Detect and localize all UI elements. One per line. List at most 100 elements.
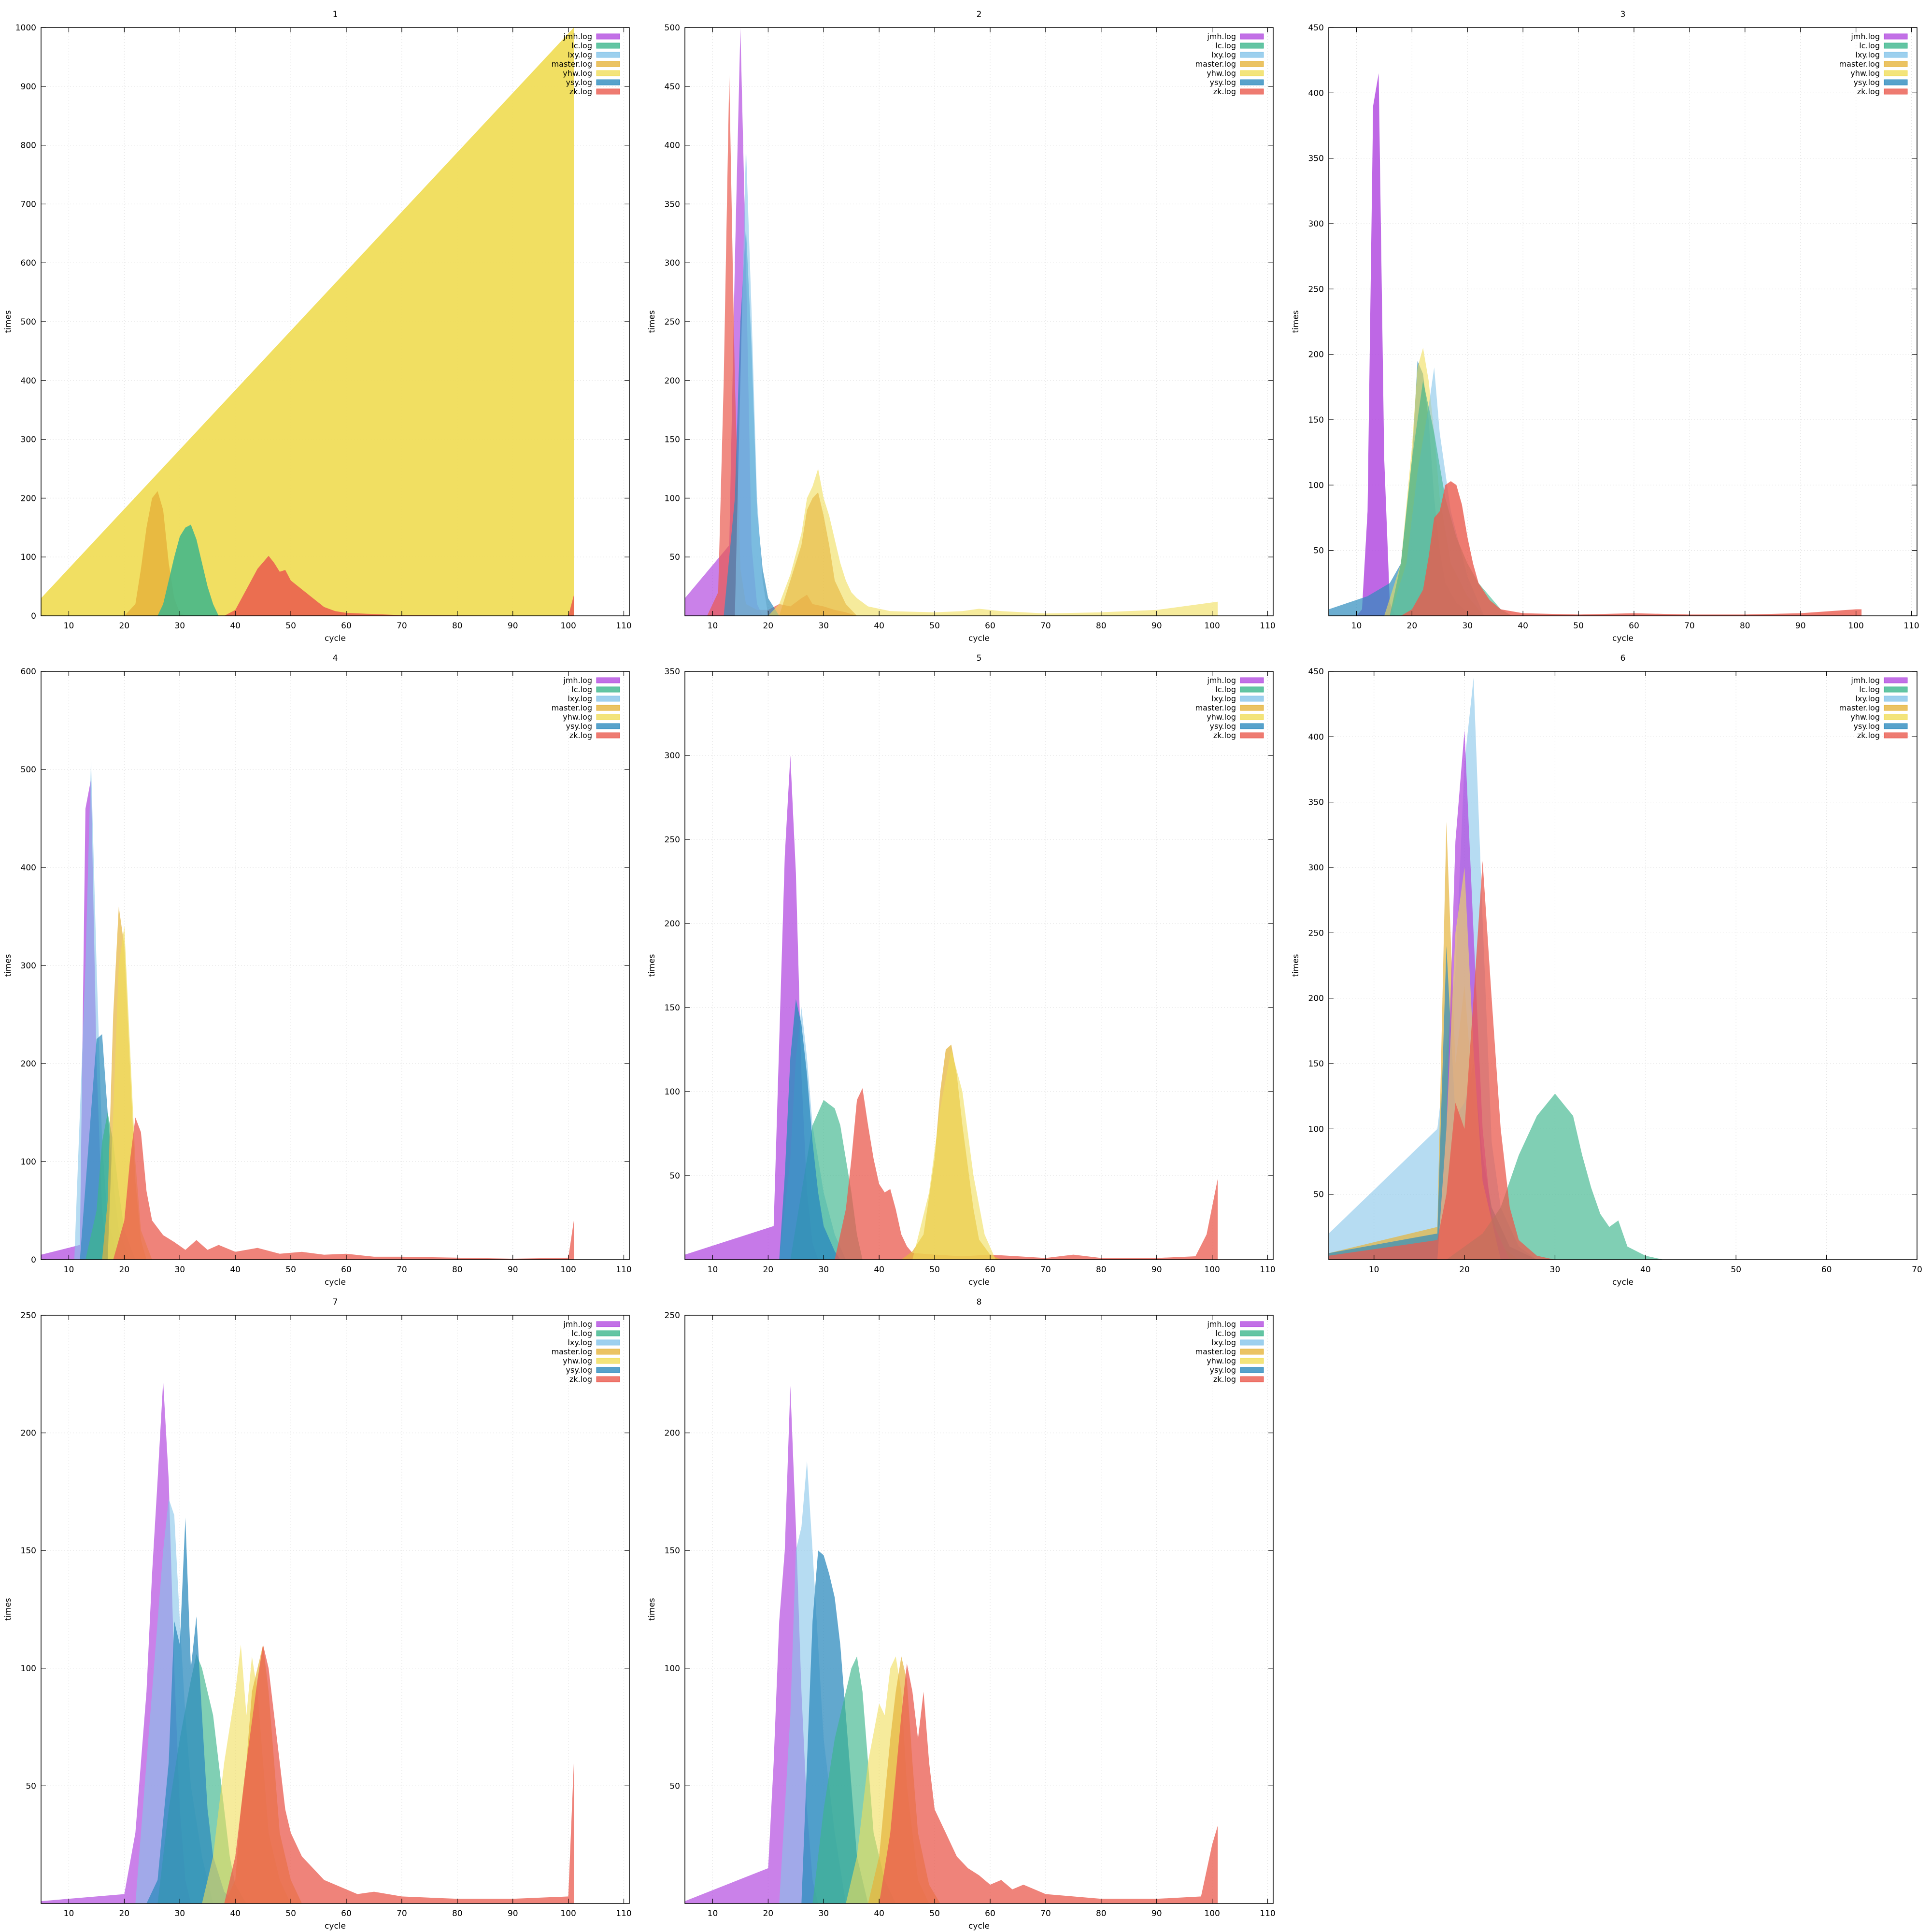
x-tick-label: 110 [1260,621,1275,631]
x-tick-label: 80 [1740,621,1750,631]
legend-label: jmh.log [563,676,592,685]
x-axis-label: cycle [325,1278,346,1287]
x-tick-label: 40 [230,1909,241,1918]
legend-swatch [1240,723,1264,729]
legend-label: lxy.log [568,1338,592,1347]
legend-label: zk.log [1857,87,1880,96]
x-tick-label: 110 [616,1265,631,1275]
x-tick-label: 100 [1848,621,1863,631]
plot-frame [684,27,1274,616]
legend-swatch [596,723,620,729]
legend-label: ysy.log [1210,722,1236,731]
plot-frame [1328,671,1918,1260]
legend-label: lxy.log [1211,1338,1236,1347]
x-tick-label: 10 [1351,621,1362,631]
legend-swatch [596,1358,620,1364]
chart-title: 8 [977,1297,982,1307]
x-tick-label: 90 [1795,621,1806,631]
plot-frame [684,671,1274,1260]
chart-title: 7 [333,1297,338,1307]
y-axis-label: times [647,954,657,977]
legend: jmh.loglc.loglxy.logmaster.logyhw.logysy… [1839,32,1908,96]
series-group [41,28,574,616]
series-zk-area [1401,481,1862,616]
legend-swatch [1240,1358,1264,1364]
legend-label: lxy.log [1211,694,1236,703]
y-tick-label: 400 [665,141,680,151]
chart-panel-8: 10 20 30 40 50 60 70 80 90 100 110 50 100 150 200 250 8 c… [647,1297,1276,1931]
legend-label: ysy.log [566,78,592,87]
plot-frame [684,1315,1274,1904]
x-tick-label: 10 [64,1265,74,1275]
legend-label: jmh.log [1850,32,1880,41]
y-tick-label: 250 [665,835,680,845]
legend-label: ysy.log [1210,78,1236,87]
x-tick-label: 80 [1096,1265,1107,1275]
series-group [685,755,1218,1260]
x-tick-label: 20 [763,1909,774,1918]
legend-label: lxy.log [1211,50,1236,59]
grid [685,671,1273,1260]
chart-title: 4 [333,653,338,663]
legend-label: master.log [552,59,592,69]
series-zk-area [879,1663,1218,1904]
legend-swatch [596,43,620,49]
legend-swatch [1240,677,1264,683]
x-axis-label: cycle [1612,1278,1634,1287]
y-tick-label: 0 [31,611,36,621]
x-tick-label: 30 [818,621,829,631]
series-group [41,759,574,1260]
x-tick-label: 70 [397,621,407,631]
chart-panel-3: 10 20 30 40 50 60 70 80 90 100 110 50 100 150 200 250 30… [1291,10,1919,643]
y-tick-label: 600 [21,667,36,677]
x-tick-label: 100 [560,1265,576,1275]
legend-label: master.log [1195,703,1236,712]
legend-swatch [596,1339,620,1346]
legend-swatch [596,1376,620,1382]
legend-swatch [596,677,620,683]
legend-label: ysy.log [566,722,592,731]
x-tick-label: 10 [708,1909,718,1918]
legend-swatch [1884,714,1908,720]
x-tick-label: 100 [1204,621,1220,631]
y-tick-label: 200 [1308,994,1324,1004]
legend-label: lc.log [1215,41,1236,50]
legend-swatch [1240,1367,1264,1373]
grid [41,1315,629,1904]
y-tick-label: 200 [21,1059,36,1069]
x-tick-label: 20 [119,1909,130,1918]
x-tick-label: 90 [1151,621,1162,631]
series-zk-area [1329,861,1555,1260]
y-tick-label: 250 [21,1311,36,1321]
plot-frame [1328,27,1918,616]
x-tick-label: 70 [1040,1265,1051,1275]
y-tick-label: 200 [665,1429,680,1438]
y-tick-label: 450 [1308,23,1324,33]
y-tick-label: 50 [26,1781,36,1791]
y-tick-label: 350 [665,199,680,209]
x-tick-label: 20 [763,621,774,631]
chart-title: 5 [977,653,982,663]
y-tick-label: 350 [1308,154,1324,164]
x-tick-label: 80 [1096,1909,1107,1918]
legend-swatch [1884,705,1908,711]
legend-label: ysy.log [1854,78,1880,87]
y-tick-label: 300 [665,751,680,761]
y-axis-label: times [1291,954,1301,977]
x-tick-label: 90 [508,1909,518,1918]
legend-label: lxy.log [568,694,592,703]
x-tick-label: 110 [1260,1265,1275,1275]
x-tick-label: 30 [174,1909,185,1918]
y-tick-label: 250 [1308,928,1324,938]
legend-swatch [596,705,620,711]
legend-label: lc.log [571,685,592,694]
legend-swatch [1240,1339,1264,1346]
x-tick-label: 30 [818,1909,829,1918]
series-jmh-area [685,755,818,1260]
series-jmh-area [1356,73,1395,616]
legend-swatch [596,1367,620,1373]
legend: jmh.loglc.loglxy.logmaster.logyhw.logysy… [552,1320,620,1384]
x-tick-label: 20 [1407,621,1418,631]
grid [41,671,629,1260]
x-tick-label: 40 [230,621,241,631]
